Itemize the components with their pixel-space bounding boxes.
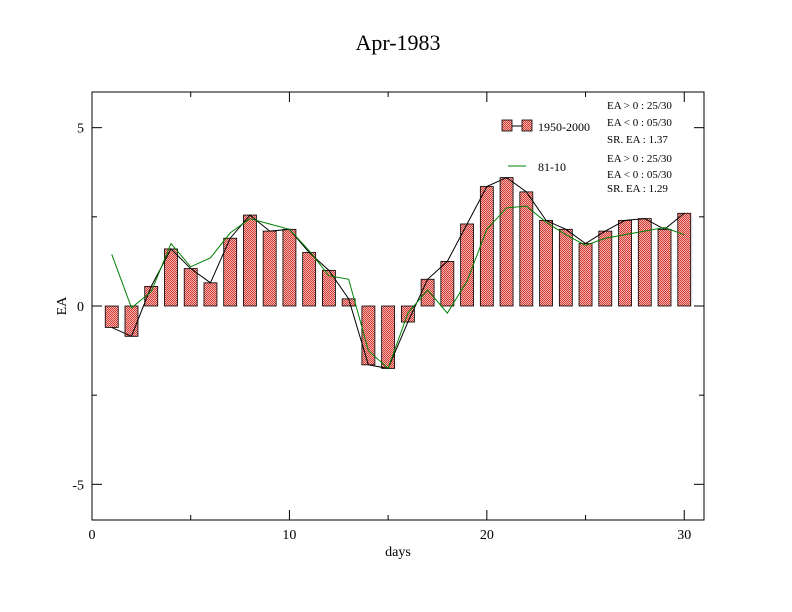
bar-day-25 xyxy=(578,243,593,307)
bar-day-21 xyxy=(499,177,514,307)
stats-1950-2000-ea-positive: EA > 0 : 25/30 xyxy=(607,100,672,112)
bar-day-3 xyxy=(144,285,159,307)
x-tick-label-20: 20 xyxy=(480,528,494,543)
lines-layer xyxy=(111,177,685,370)
legend: 1950-2000 81-10 EA > 0 : 25/30 EA < 0 : … xyxy=(501,100,672,195)
y-tick-label--5: -5 xyxy=(72,478,84,493)
stats-81-10-sr-ea: SR. EA : 1.29 xyxy=(607,183,668,195)
stats-81-10-ea-positive: EA > 0 : 25/30 xyxy=(607,153,672,165)
bar-day-10 xyxy=(282,228,297,307)
x-axis-label: days xyxy=(385,545,411,560)
bars-layer xyxy=(104,177,692,369)
bar-day-18 xyxy=(440,261,455,307)
bar-day-19 xyxy=(460,223,475,307)
bar-day-29 xyxy=(657,228,672,307)
bar-day-23 xyxy=(539,219,553,307)
bar-day-15 xyxy=(381,305,396,369)
y-tick-label-5: 5 xyxy=(77,122,84,137)
legend-label-1950-2000: 1950-2000 xyxy=(538,120,590,134)
bar-day-17 xyxy=(420,278,435,307)
line-series-81-10 xyxy=(111,205,685,370)
bar-day-24 xyxy=(558,228,573,307)
bar-day-20 xyxy=(479,186,494,307)
tick-labels-layer: 0 10 20 30 -5 0 5 xyxy=(72,122,691,543)
bar-day-6 xyxy=(203,282,218,307)
y-tick-label-0: 0 xyxy=(77,300,84,315)
bar-day-11 xyxy=(302,252,317,307)
bar-day-9 xyxy=(262,230,277,307)
legend-swatch-1950-2000-left xyxy=(501,119,513,132)
ticks-layer xyxy=(91,92,704,520)
bar-day-26 xyxy=(598,230,613,307)
y-axis-label: EA xyxy=(55,296,70,316)
x-tick-label-0: 0 xyxy=(89,528,96,543)
line-series-1950-2000 xyxy=(111,177,685,369)
bar-day-27 xyxy=(618,219,632,307)
x-tick-label-30: 30 xyxy=(677,528,691,543)
bar-day-1 xyxy=(104,305,119,328)
stats-1950-2000-ea-negative: EA < 0 : 05/30 xyxy=(607,117,672,129)
bar-day-8 xyxy=(243,214,257,307)
x-tick-label-10: 10 xyxy=(282,528,296,543)
bar-day-2 xyxy=(124,305,139,337)
legend-label-81-10: 81-10 xyxy=(538,160,566,174)
chart-title: Apr-1983 xyxy=(355,30,440,55)
bar-day-5 xyxy=(183,268,198,307)
stats-1950-2000-sr-ea: SR. EA : 1.37 xyxy=(607,134,668,146)
stats-81-10-ea-negative: EA < 0 : 05/30 xyxy=(607,169,672,181)
legend-item-81-10: 81-10 xyxy=(508,160,566,174)
legend-item-1950-2000: 1950-2000 xyxy=(501,119,590,134)
legend-swatch-1950-2000-right xyxy=(521,119,533,132)
bar-day-30 xyxy=(677,212,692,307)
bar-day-22 xyxy=(519,191,534,307)
